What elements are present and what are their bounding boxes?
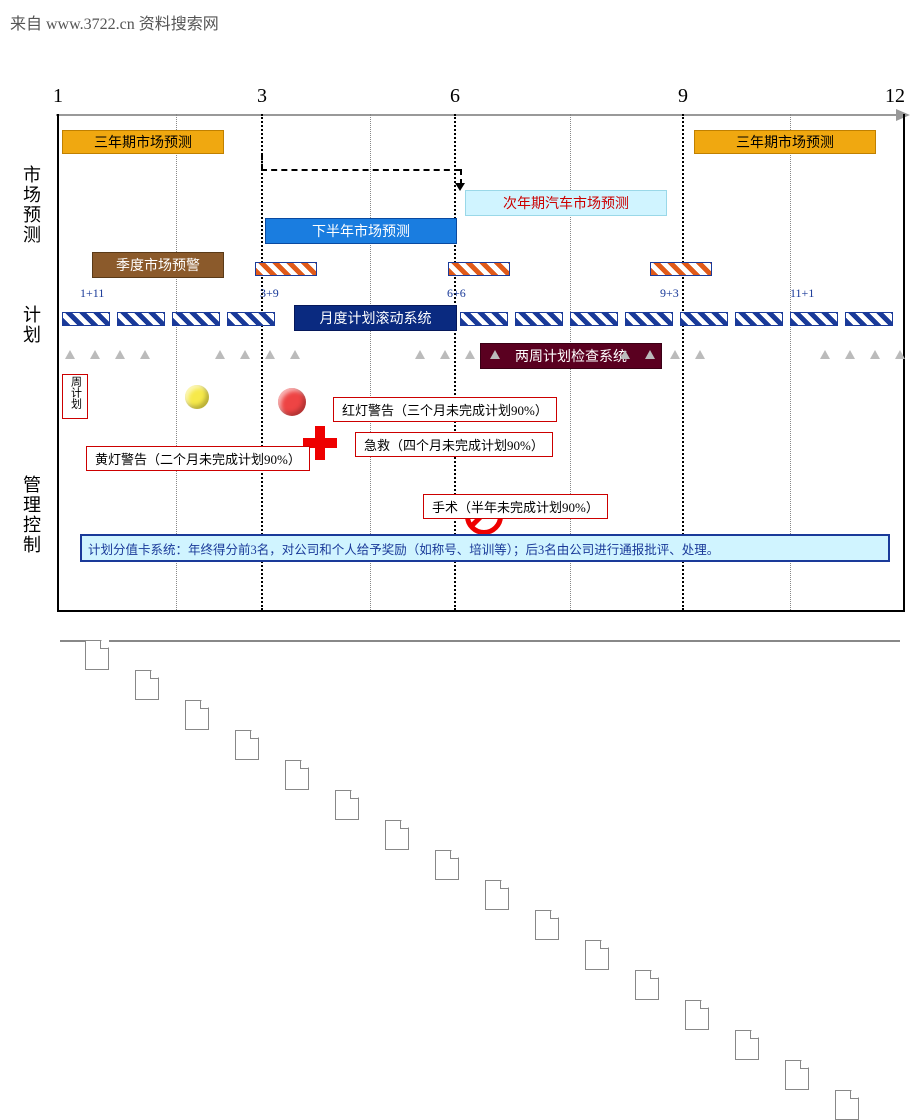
gridline-12 — [903, 114, 905, 610]
page-icon-5 — [335, 790, 359, 820]
page-icon-10 — [585, 940, 609, 970]
triangle-12 — [620, 350, 630, 359]
page-icon-6 — [385, 820, 409, 850]
bar-biweekly-label: 两周计划检查系统 — [515, 346, 627, 366]
timeline-arrow — [56, 114, 896, 116]
triangle-16 — [820, 350, 830, 359]
hatch-blue-7 — [625, 312, 673, 326]
section-plan: 计划 — [18, 305, 44, 345]
hatch-blue-9 — [735, 312, 783, 326]
triangle-17 — [845, 350, 855, 359]
bar-h2: 下半年市场预测 — [265, 218, 457, 244]
page-icon-4 — [285, 760, 309, 790]
page-icon-0 — [85, 640, 109, 670]
section-control: 管理控制 — [18, 475, 44, 555]
triangle-19 — [895, 350, 905, 359]
triangle-6 — [265, 350, 275, 359]
bar-weekplan-label: 周计划 — [69, 376, 82, 409]
gridline-1 — [57, 114, 59, 610]
bluenote-0: 1+11 — [80, 286, 104, 301]
hatch-blue-4 — [460, 312, 508, 326]
bar-3yr-b: 三年期市场预测 — [694, 130, 876, 154]
triangle-13 — [645, 350, 655, 359]
hatch-blue-3 — [227, 312, 275, 326]
bluenote-4: 11+1 — [790, 286, 814, 301]
tick-6: 6 — [450, 85, 460, 108]
triangle-9 — [440, 350, 450, 359]
triangle-18 — [870, 350, 880, 359]
bar-quarterly-label: 季度市场预警 — [116, 255, 200, 275]
triangle-15 — [695, 350, 705, 359]
page-icon-12 — [685, 1000, 709, 1030]
tick-9: 9 — [678, 85, 688, 108]
bar-3yr-a: 三年期市场预测 — [62, 130, 224, 154]
triangle-0 — [65, 350, 75, 359]
bar-monthly-label: 月度计划滚动系统 — [320, 308, 432, 328]
page-icon-3 — [235, 730, 259, 760]
yellow-warn-label: 黄灯警告（二个月未完成计划90%） — [86, 446, 310, 471]
score-bar-text: 计划分值卡系统：年终得分前3名，对公司和个人给予奖励（如称号、培训等）；后3名由… — [88, 539, 719, 558]
bar-weekplan: 周计划 — [62, 374, 88, 419]
surgery-label: 手术（半年未完成计划90%） — [423, 494, 608, 519]
bar-3yr-b-label: 三年期市场预测 — [736, 132, 834, 152]
page-icon-15 — [835, 1090, 859, 1120]
footer-rule — [60, 640, 900, 642]
bar-nextyear-label: 次年期汽车市场预测 — [503, 193, 629, 213]
bottom-rule — [57, 610, 905, 612]
hatch-blue-0 — [62, 312, 110, 326]
hatch-blue-8 — [680, 312, 728, 326]
page-icon-13 — [735, 1030, 759, 1060]
section-market: 市场预测 — [18, 165, 44, 245]
red-warn-label: 红灯警告（三个月未完成计划90%） — [333, 397, 557, 422]
triangle-2 — [115, 350, 125, 359]
triangle-11 — [490, 350, 500, 359]
hatch-blue-5 — [515, 312, 563, 326]
triangle-1 — [90, 350, 100, 359]
yellow-ball-icon — [185, 385, 209, 409]
hatch-blue-6 — [570, 312, 618, 326]
hatch-b — [448, 262, 510, 276]
triangle-7 — [290, 350, 300, 359]
red-ball-icon — [278, 388, 306, 416]
page-icon-11 — [635, 970, 659, 1000]
tick-12: 12 — [885, 85, 905, 108]
hatch-blue-1 — [117, 312, 165, 326]
bar-h2-label: 下半年市场预测 — [312, 221, 410, 241]
triangle-4 — [215, 350, 225, 359]
bar-nextyear: 次年期汽车市场预测 — [465, 190, 667, 216]
triangle-5 — [240, 350, 250, 359]
page-icon-1 — [135, 670, 159, 700]
dash-h — [261, 169, 460, 171]
bluenote-1: 3+9 — [260, 286, 279, 301]
bar-quarterly: 季度市场预警 — [92, 252, 224, 278]
dash-v1 — [261, 155, 263, 169]
page-icon-14 — [785, 1060, 809, 1090]
triangle-14 — [670, 350, 680, 359]
triangle-3 — [140, 350, 150, 359]
hatch-c — [650, 262, 712, 276]
page-icon-7 — [435, 850, 459, 880]
bar-3yr-a-label: 三年期市场预测 — [94, 132, 192, 152]
dash-arrowhead — [455, 183, 465, 191]
hatch-a — [255, 262, 317, 276]
bluenote-2: 6+6 — [447, 286, 466, 301]
page-icon-9 — [535, 910, 559, 940]
bar-monthly: 月度计划滚动系统 — [294, 305, 457, 331]
score-bar: 计划分值卡系统：年终得分前3名，对公司和个人给予奖励（如称号、培训等）；后3名由… — [80, 534, 890, 562]
source-text: 来自 www.3722.cn 资料搜索网 — [10, 10, 219, 34]
tick-1: 1 — [53, 85, 63, 108]
page-icon-8 — [485, 880, 509, 910]
triangle-10 — [465, 350, 475, 359]
page-icon-2 — [185, 700, 209, 730]
tick-3: 3 — [257, 85, 267, 108]
hatch-blue-10 — [790, 312, 838, 326]
hatch-blue-2 — [172, 312, 220, 326]
bar-biweekly: 两周计划检查系统 — [480, 343, 662, 369]
bluenote-3: 9+3 — [660, 286, 679, 301]
hatch-blue-11 — [845, 312, 893, 326]
aid-label: 急救（四个月未完成计划90%） — [355, 432, 553, 457]
triangle-8 — [415, 350, 425, 359]
